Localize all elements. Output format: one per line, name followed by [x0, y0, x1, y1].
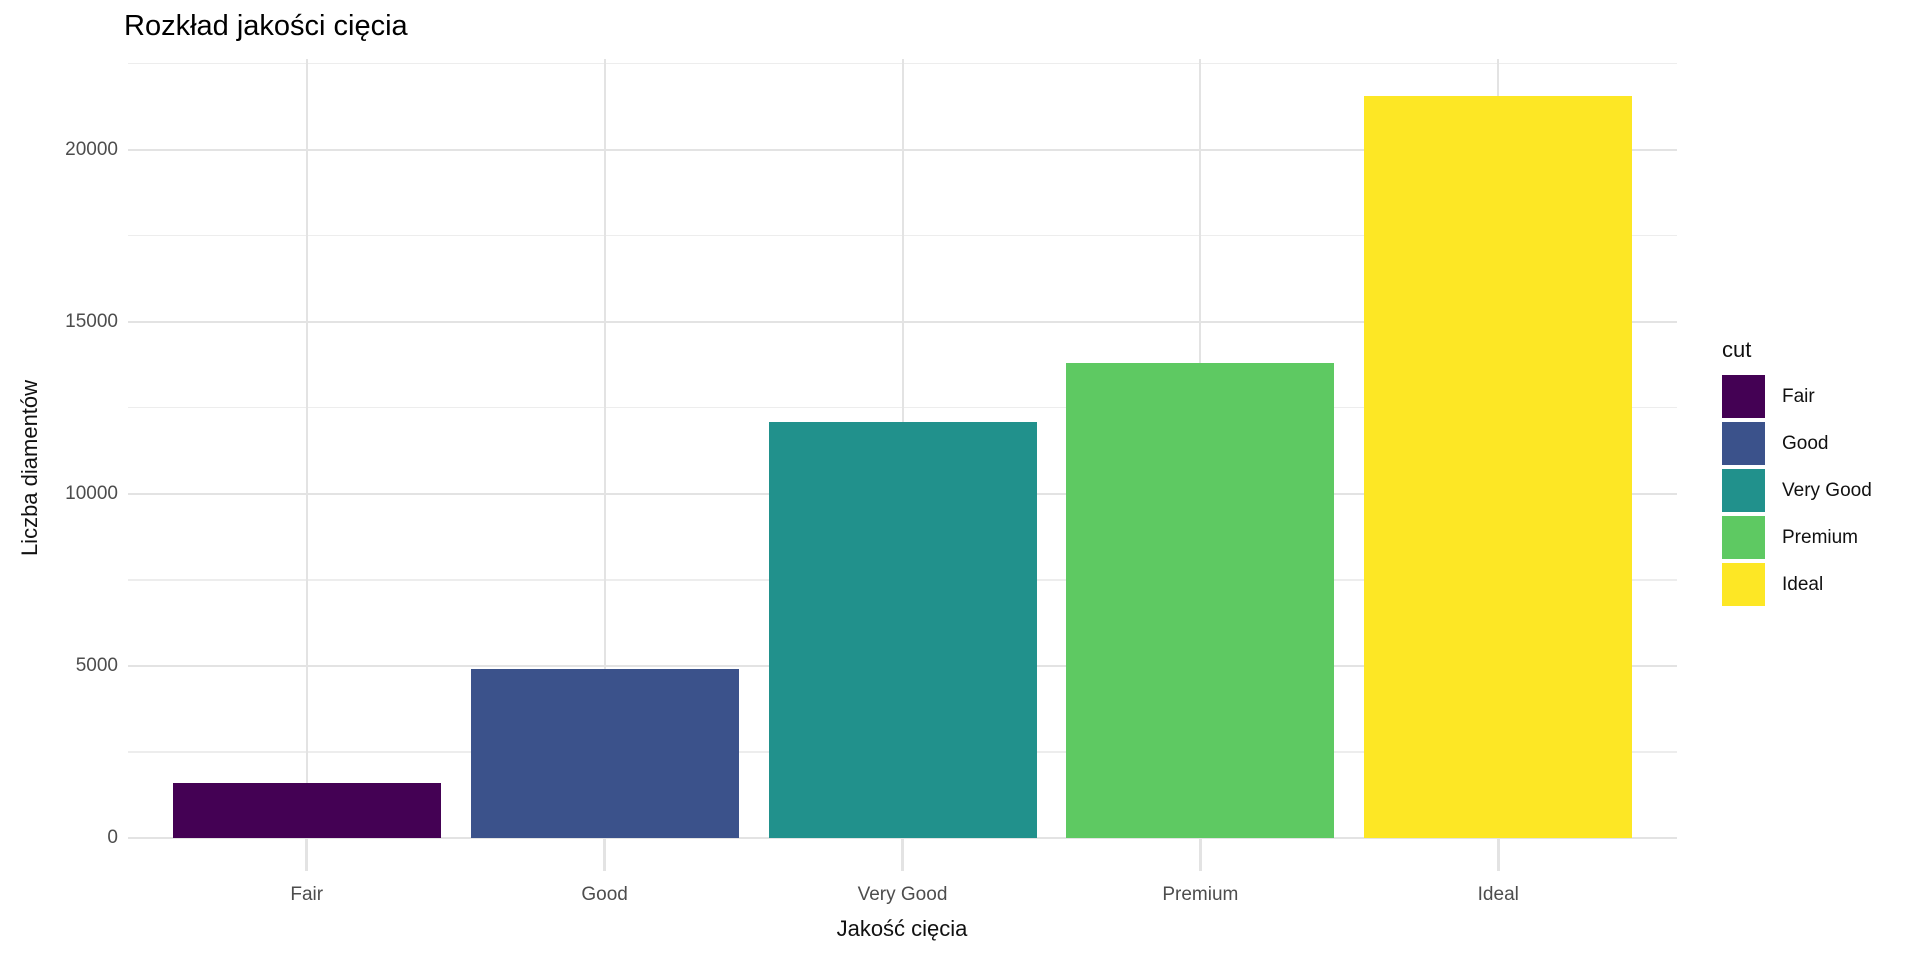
- y-tick-label-0: 0: [107, 827, 118, 848]
- x-tick-label-ideal: Ideal: [1477, 884, 1519, 905]
- legend-entry-good: Good: [1722, 422, 1872, 465]
- bar-good: [470, 669, 739, 838]
- bar-fair: [172, 782, 441, 838]
- legend-swatch-premium: [1722, 516, 1765, 559]
- chart-title: Rozkład jakości cięcia: [124, 10, 408, 42]
- x-axis-title: Jakość cięcia: [836, 916, 968, 941]
- legend-title: cut: [1722, 337, 1752, 362]
- x-tick-label-premium: Premium: [1162, 884, 1239, 905]
- legend-label-very-good: Very Good: [1782, 479, 1872, 501]
- legend-label-fair: Fair: [1782, 385, 1815, 407]
- legend-entry-very-good: Very Good: [1722, 469, 1872, 512]
- x-tick-label-fair: Fair: [290, 884, 324, 905]
- gridline-major-x-fair: [305, 59, 308, 838]
- x-tick-mark-good: [603, 838, 607, 871]
- y-tick-label-10000: 10000: [65, 482, 118, 504]
- legend-swatch-ideal: [1722, 563, 1765, 606]
- legend-swatch-fair: [1722, 375, 1765, 418]
- y-tick-label-5000: 5000: [75, 654, 118, 676]
- x-tick-mark-fair: [305, 838, 309, 871]
- bar-very-good: [768, 422, 1037, 838]
- bar-ideal: [1364, 96, 1633, 838]
- gridline-major-x-good: [603, 59, 606, 838]
- legend-entry-ideal: Ideal: [1722, 563, 1872, 606]
- legend-entry-fair: Fair: [1722, 375, 1872, 418]
- legend-label-premium: Premium: [1782, 526, 1859, 548]
- x-tick-mark-premium: [1198, 838, 1202, 871]
- legend-entries: Fair Good Very Good Premium Ideal: [1722, 375, 1872, 606]
- bar-premium: [1066, 363, 1335, 838]
- legend-swatch-good: [1722, 422, 1765, 465]
- legend: cut Fair Good Very Good Premium Ideal: [1722, 337, 1872, 610]
- legend-label-ideal: Ideal: [1782, 573, 1824, 595]
- x-tick-label-good: Good: [581, 884, 628, 905]
- y-tick-label-15000: 15000: [65, 310, 118, 332]
- x-tick-mark-ideal: [1496, 838, 1500, 871]
- y-axis-title: Liczba diamentów: [17, 379, 42, 557]
- plot-panel: [128, 59, 1677, 839]
- legend-swatch-very-good: [1722, 469, 1765, 512]
- legend-entry-premium: Premium: [1722, 516, 1872, 559]
- legend-label-good: Good: [1782, 432, 1829, 454]
- x-tick-mark-very-good: [901, 838, 904, 871]
- y-tick-label-20000: 20000: [65, 138, 118, 160]
- x-tick-label-very-good: Very Good: [857, 884, 948, 905]
